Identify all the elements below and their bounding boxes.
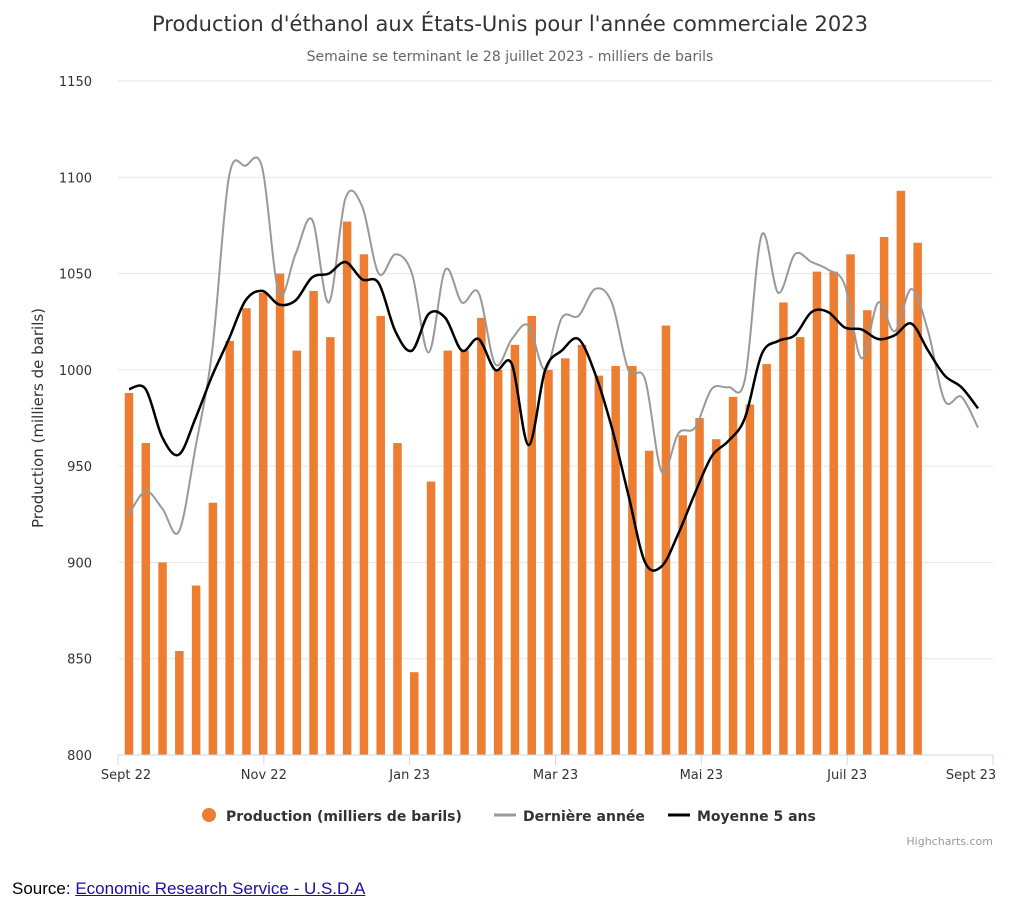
production-bar: [544, 369, 553, 755]
x-tick-label: Jan 23: [388, 768, 430, 783]
legend-label: Production (milliers de barils): [226, 809, 462, 825]
production-bar: [175, 651, 184, 755]
x-tick-label: Mar 23: [533, 768, 578, 783]
production-bar: [628, 366, 637, 755]
production-bar: [342, 221, 352, 755]
production-bar: [762, 364, 771, 755]
production-bar: [326, 337, 335, 755]
production-bar: [678, 435, 687, 755]
y-axis-title: Production (milliers de barils): [29, 308, 47, 528]
legend-item-production[interactable]: Production (milliers de barils): [202, 808, 462, 825]
production-bar: [292, 350, 302, 755]
production-bar: [493, 369, 503, 755]
production-bar: [124, 392, 134, 755]
chart-subtitle: Semaine se terminant le 28 juillet 2023 …: [307, 49, 714, 65]
production-bar: [309, 290, 318, 755]
y-tick-label: 1000: [59, 364, 92, 379]
legend-label: Moyenne 5 ans: [697, 809, 816, 825]
production-bar: [410, 672, 419, 755]
production-bar: [695, 418, 704, 755]
production-bar: [812, 271, 822, 755]
y-tick-label: 1100: [59, 171, 92, 186]
legend-symbol: [202, 808, 216, 822]
y-tick-label: 900: [67, 556, 92, 571]
production-bar: [376, 315, 385, 755]
source-label: Source:: [12, 879, 71, 898]
production-bar: [795, 337, 805, 755]
production-bar: [611, 366, 620, 755]
y-tick-label: 1050: [59, 268, 92, 283]
production-bar: [527, 315, 536, 755]
y-tick-label: 1150: [59, 75, 92, 90]
production-bar: [863, 310, 872, 755]
production-bars: [124, 190, 922, 756]
production-bar: [594, 375, 604, 755]
production-bar: [141, 443, 151, 755]
production-bar: [460, 350, 469, 755]
production-bar: [779, 302, 788, 755]
production-bar: [661, 325, 671, 755]
production-bar: [913, 242, 922, 755]
production-bar: [879, 236, 889, 756]
production-bar: [644, 450, 654, 755]
production-bar: [577, 344, 587, 755]
production-bar: [712, 439, 721, 755]
production-bar: [426, 481, 436, 755]
ethanol-production-chart: Production d'éthanol aux États-Unis pour…: [29, 11, 996, 848]
x-tick-label: Mai 23: [680, 768, 723, 783]
legend[interactable]: Production (milliers de barils) Dernière …: [202, 808, 816, 825]
y-tick-label: 950: [67, 460, 92, 475]
x-tick-label: Nov 22: [241, 768, 287, 783]
production-bar: [242, 308, 251, 755]
production-bar: [158, 562, 167, 755]
production-bar: [510, 344, 520, 755]
y-tick-label: 800: [67, 749, 92, 764]
x-tick-label: Juil 23: [826, 768, 867, 783]
credits-link[interactable]: Highcharts.com: [906, 835, 993, 848]
x-tick-label: Sept 23: [946, 768, 996, 783]
legend-item-last-year[interactable]: Dernière année: [494, 809, 645, 825]
production-bar: [728, 396, 738, 755]
five-year-average-line: [128, 260, 979, 572]
production-bar: [443, 350, 453, 755]
production-bar: [258, 292, 268, 755]
production-bar: [846, 254, 855, 756]
production-bar: [477, 317, 486, 755]
production-bar: [561, 358, 570, 755]
production-bar: [275, 273, 285, 755]
x-axis: Sept 22 Nov 22 Jan 23 Mar 23 Mai 23 Juil 23 Se…: [101, 754, 996, 783]
y-tick-label: 850: [67, 653, 92, 668]
x-tick-label: Sept 22: [101, 768, 151, 783]
production-bar: [829, 271, 839, 755]
series-lines: [128, 156, 979, 572]
production-bar: [191, 585, 201, 755]
production-bar: [225, 340, 234, 755]
y-axis-ticks: 800 850 900 950 1000 1050 1100 1150: [59, 75, 92, 764]
chart-title: Production d'éthanol aux États-Unis pour…: [152, 11, 868, 36]
production-bar: [208, 502, 218, 755]
production-bar: [393, 443, 402, 755]
production-bar: [359, 254, 369, 756]
legend-item-five-year-average[interactable]: Moyenne 5 ans: [668, 809, 816, 825]
production-bar: [896, 190, 906, 755]
source-link[interactable]: Economic Research Service - U.S.D.A: [75, 879, 366, 898]
source-line: Source: Economic Research Service - U.S.…: [12, 879, 365, 899]
production-bar: [745, 404, 755, 755]
legend-label: Dernière année: [523, 809, 645, 825]
